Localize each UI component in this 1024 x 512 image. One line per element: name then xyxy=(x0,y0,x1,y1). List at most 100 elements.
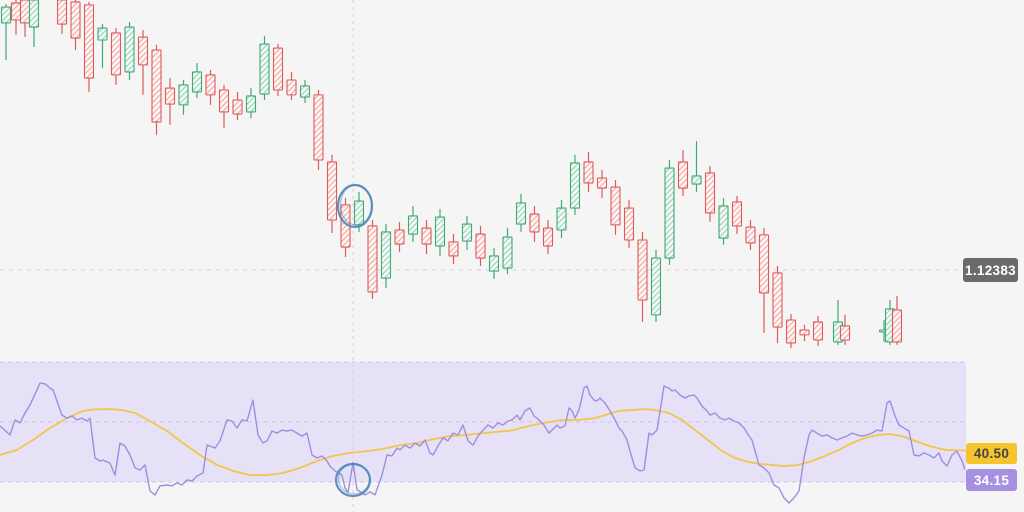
candle[interactable] xyxy=(28,0,40,48)
candle[interactable] xyxy=(151,44,162,135)
candle-body xyxy=(178,84,189,106)
candle[interactable] xyxy=(394,221,405,252)
candle[interactable] xyxy=(839,314,851,345)
candle-body xyxy=(515,202,527,225)
candle-body xyxy=(772,272,783,328)
candle-body xyxy=(299,85,311,98)
candle-body xyxy=(110,32,122,76)
candle-body xyxy=(556,207,567,231)
candle-body xyxy=(19,0,31,24)
candle[interactable] xyxy=(326,154,338,233)
candle[interactable] xyxy=(407,205,419,242)
candle[interactable] xyxy=(731,195,743,235)
candle-body xyxy=(448,241,459,257)
candle[interactable] xyxy=(313,90,324,170)
candle-body xyxy=(10,2,22,21)
candle[interactable] xyxy=(10,0,22,35)
candle[interactable] xyxy=(340,198,351,258)
candle[interactable] xyxy=(178,80,189,115)
candle[interactable] xyxy=(542,220,554,255)
candle[interactable] xyxy=(502,228,513,275)
candle[interactable] xyxy=(677,150,689,196)
annotation-circle[interactable] xyxy=(334,462,372,498)
candle[interactable] xyxy=(259,35,270,100)
candle[interactable] xyxy=(718,198,729,245)
candle[interactable] xyxy=(610,180,621,235)
candle[interactable] xyxy=(245,88,257,119)
candle-body xyxy=(353,200,365,226)
candle-body xyxy=(272,47,284,91)
candle[interactable] xyxy=(56,0,68,35)
candle-body xyxy=(407,215,419,235)
candle[interactable] xyxy=(799,324,810,342)
candle[interactable] xyxy=(758,228,770,333)
candle[interactable] xyxy=(110,28,122,85)
candle[interactable] xyxy=(691,141,702,192)
candle[interactable] xyxy=(218,84,230,129)
candle[interactable] xyxy=(19,0,31,38)
candle[interactable] xyxy=(83,1,95,92)
candlestick-series xyxy=(0,0,903,349)
candle-body xyxy=(421,227,432,245)
candle[interactable] xyxy=(475,225,486,266)
candle-body xyxy=(529,213,540,233)
candle[interactable] xyxy=(448,234,459,265)
candle[interactable] xyxy=(515,194,527,232)
candle-body xyxy=(839,325,851,341)
candle[interactable] xyxy=(97,24,108,69)
candle[interactable] xyxy=(205,70,216,105)
candle[interactable] xyxy=(596,170,608,199)
annotation-circle[interactable] xyxy=(336,183,374,229)
candle-body xyxy=(28,0,40,28)
candle[interactable] xyxy=(812,315,824,346)
candle[interactable] xyxy=(299,80,311,103)
candle[interactable] xyxy=(745,220,756,250)
candle-body xyxy=(731,201,743,227)
candle-body xyxy=(596,177,608,189)
candle-body xyxy=(637,239,648,301)
candle[interactable] xyxy=(529,205,540,242)
candle-body xyxy=(488,255,500,272)
candle[interactable] xyxy=(772,265,783,343)
candle[interactable] xyxy=(461,215,473,250)
candle-body xyxy=(205,74,216,96)
candle[interactable] xyxy=(785,314,797,349)
candle-body xyxy=(164,87,176,105)
candle[interactable] xyxy=(0,4,12,60)
candle[interactable] xyxy=(137,30,149,95)
candle[interactable] xyxy=(367,220,378,299)
candle[interactable] xyxy=(664,160,675,265)
candle-body xyxy=(569,162,581,209)
candle[interactable] xyxy=(232,91,243,120)
candle-body xyxy=(623,207,635,241)
candle[interactable] xyxy=(891,295,903,345)
candle[interactable] xyxy=(556,200,567,239)
candle[interactable] xyxy=(434,208,446,256)
candle-body xyxy=(704,172,716,214)
rsi-ma-value-badge: 40.50 xyxy=(966,443,1017,464)
candle-body xyxy=(70,1,81,39)
candle[interactable] xyxy=(421,220,432,255)
candle-body xyxy=(891,309,903,343)
candle-body xyxy=(664,167,675,259)
candle-body xyxy=(380,231,392,279)
candle[interactable] xyxy=(623,200,635,249)
candle[interactable] xyxy=(70,0,81,50)
candle[interactable] xyxy=(569,154,581,215)
candle[interactable] xyxy=(191,62,203,99)
candle[interactable] xyxy=(380,224,392,289)
ellipse-stroke-inner xyxy=(337,463,371,495)
candle[interactable] xyxy=(704,165,716,222)
candle-body xyxy=(137,36,149,66)
candle[interactable] xyxy=(286,71,297,100)
candle[interactable] xyxy=(583,151,594,192)
candle[interactable] xyxy=(488,248,500,279)
candle[interactable] xyxy=(650,250,662,322)
candle[interactable] xyxy=(637,231,648,322)
candle[interactable] xyxy=(164,78,176,125)
candle-body xyxy=(677,161,689,189)
candle[interactable] xyxy=(272,44,284,96)
candle-body xyxy=(218,89,230,113)
candle[interactable] xyxy=(124,21,135,80)
